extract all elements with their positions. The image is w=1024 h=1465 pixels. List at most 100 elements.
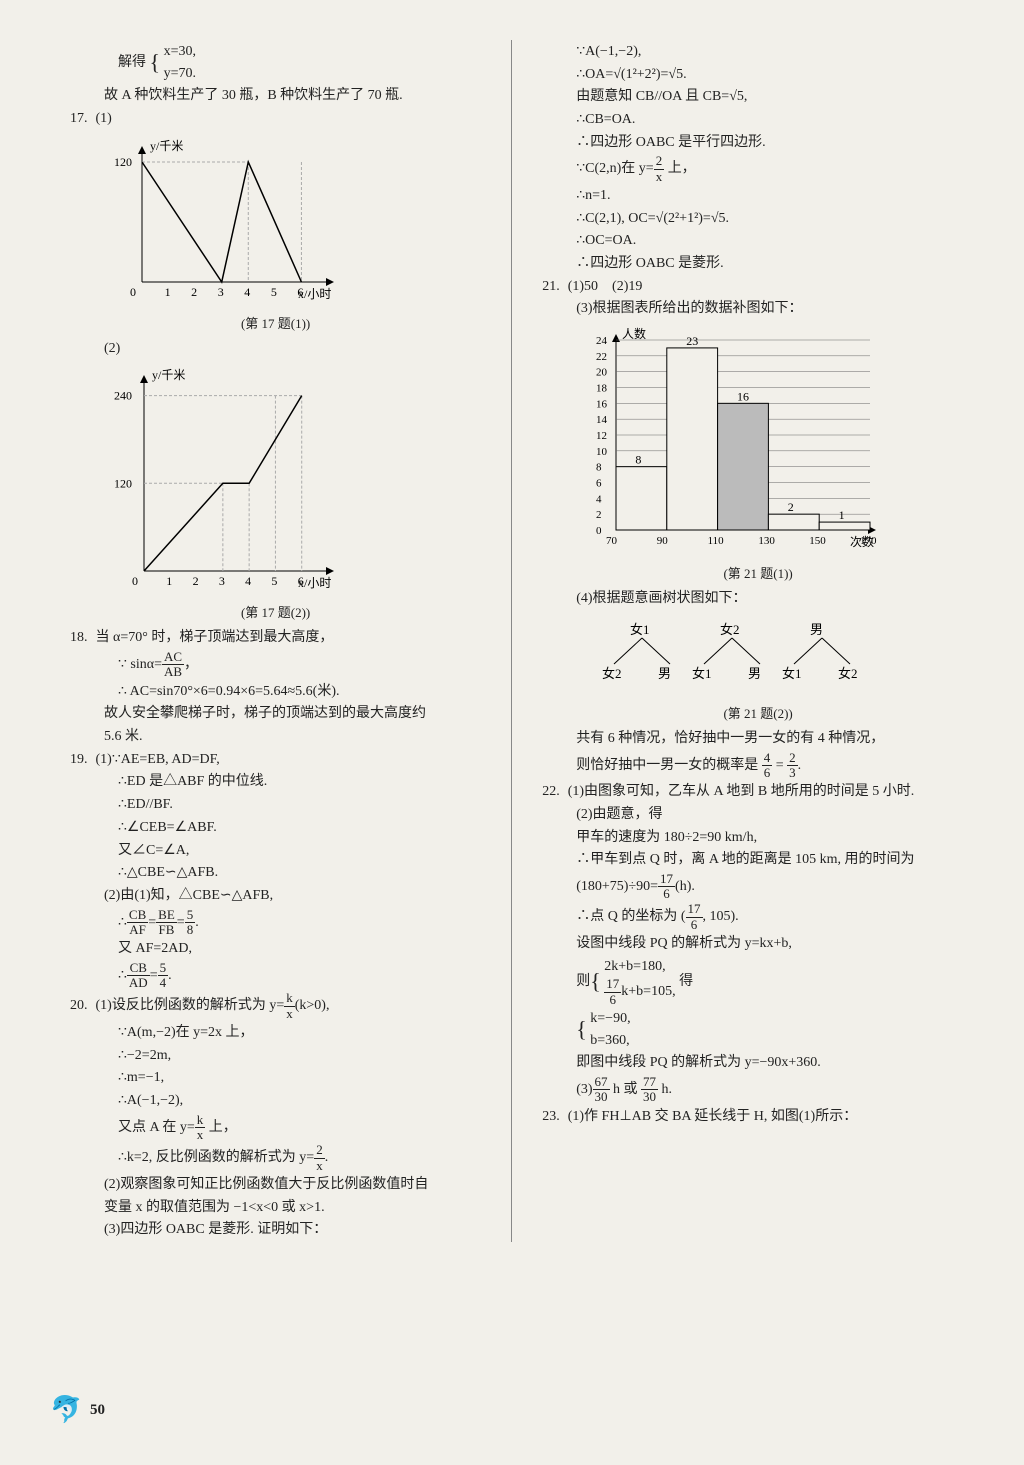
text-line: 5.6 米. [70,726,481,748]
q-number: 17. [70,108,92,130]
figure-caption: (第 17 题(2)) [70,602,481,621]
text: ∵C(2,n)在 y= [576,161,653,176]
text: = [772,758,787,773]
text: 得 [679,974,693,989]
text: . [195,915,199,930]
svg-text:8: 8 [596,462,602,474]
text: 上， [664,161,696,176]
text: ∴ [118,915,127,930]
svg-text:4: 4 [245,574,251,588]
fraction: 176 [658,872,675,902]
frac-d: FB [156,923,177,937]
frac-d: 6 [686,918,703,932]
frac-n: k [195,1113,206,1128]
sub-number: (1) [96,111,112,126]
text-line: 共有 6 种情况，恰好抽中一男一女的有 4 种情况， [542,728,974,750]
text-line: ∴CB=OA. [542,109,974,131]
page-number: 50 [90,1402,105,1419]
fraction: 2x [654,154,665,184]
q-number: 20. [70,995,92,1017]
svg-text:女2: 女2 [602,666,622,681]
text-line: 设图中线段 PQ 的解析式为 y=kx+b, [542,933,974,955]
text-line: (2)观察图象可知正比例函数值大于反比例函数值时自 [70,1174,481,1196]
chart-17-1: y/千米x/小时0123456120 [110,136,481,311]
text: (3) [576,1082,592,1097]
text-line: ∴ AC=sin70°×6=0.94×6=5.64≈5.6(米). [70,681,481,703]
eq: x=30, [164,41,196,63]
text-line: 变量 x 的取值范围为 −1<x<0 或 x>1. [70,1197,481,1219]
frac-d: 30 [641,1090,658,1104]
sub-number: (2) [70,338,481,360]
brace-icon: { [590,968,601,993]
frac-n: BE [156,908,177,923]
text: (1)50 (2)19 [568,279,643,294]
eq: y=70. [164,63,196,85]
svg-text:0: 0 [596,525,602,537]
svg-text:5: 5 [271,574,277,588]
eq: k=−90, [590,1008,630,1030]
svg-text:女2: 女2 [720,622,740,637]
frac-d: 8 [185,923,196,937]
frac-n: 2 [654,154,665,169]
q-line: 21. (1)50 (2)19 [542,276,974,298]
eq: 2k+b=180, [604,956,675,978]
text: (1)∵AE=EB, AD=DF, [96,752,220,767]
text-line: ∵A(m,−2)在 y=2x 上， [70,1022,481,1044]
svg-text:24: 24 [596,335,608,347]
frac-n: CB [127,961,150,976]
line-chart-svg: y/千米x/小时0123456120 [110,136,340,306]
text-line: (3)6730 h 或 7730 h. [542,1075,974,1105]
q-line: 17. (1) [70,108,481,130]
frac-n: 2 [314,1143,325,1158]
svg-text:1: 1 [165,285,171,299]
fraction: 58 [185,908,196,938]
frac-d: 30 [593,1090,610,1104]
frac-n: CB [127,908,148,923]
bar-chart-svg: 人数次数024681012141618202224709011013015017… [582,326,882,556]
figure-caption: (第 17 题(1)) [70,313,481,332]
fraction: CBAD [127,961,150,991]
system: x=30, y=70. [164,41,196,84]
text: 当 α=70° 时，梯子顶端达到最大高度， [96,630,334,645]
two-column-layout: 解得 { x=30, y=70. 故 A 种饮料生产了 30 瓶，B 种饮料生产… [0,40,1024,1242]
text-line: 故 A 种饮料生产了 30 瓶，B 种饮料生产了 70 瓶. [70,85,481,107]
text: ∴ [118,968,127,983]
q-number: 18. [70,627,92,649]
text: (1)设反比例函数的解析式为 y= [96,998,285,1013]
left-column: 解得 { x=30, y=70. 故 A 种饮料生产了 30 瓶，B 种饮料生产… [70,40,481,1242]
q-line: 22. (1)由图象可知，乙车从 A 地到 B 地所用的时间是 5 小时. [542,781,974,803]
text: h 或 [610,1082,642,1097]
svg-text:女2: 女2 [838,666,858,681]
frac-d: AB [162,665,184,679]
frac-d: AF [127,923,148,937]
text-line: ∴A(−1,−2), [70,1090,481,1112]
q-line: 18. 当 α=70° 时，梯子顶端达到最大高度， [70,627,481,649]
right-column: ∵A(−1,−2), ∴OA=√(1²+2²)=√5. 由题意知 CB//OA … [542,40,974,1242]
text-line: (2)由(1)知，△CBE∽△AFB, [70,885,481,907]
frac-d: 6 [762,766,773,780]
svg-text:男: 男 [748,666,761,681]
text: = [150,968,158,983]
svg-text:y/千米: y/千米 [150,139,183,153]
text: ∴k=2, 反比例函数的解析式为 y= [118,1150,314,1165]
svg-text:3: 3 [219,574,225,588]
tree-diagram-svg: 女1女2男女2女1男男女1女2 [582,616,882,696]
label: 则 [576,974,590,989]
text-line: 则{ 2k+b=180, 176k+b=105, 得 [542,956,974,1007]
svg-text:4: 4 [596,493,602,505]
svg-text:22: 22 [596,351,607,363]
frac-n: 17 [686,902,703,917]
text-line: 又 AF=2AD, [70,938,481,960]
text: 则恰好抽中一男一女的概率是 [576,758,762,773]
frac-d: 3 [787,766,798,780]
q-number: 22. [542,781,564,803]
svg-text:170: 170 [860,535,877,547]
svg-text:120: 120 [114,155,132,169]
frac-d: AD [127,976,150,990]
svg-text:14: 14 [596,414,608,426]
svg-text:12: 12 [596,430,607,442]
svg-text:18: 18 [596,383,608,395]
text-line: ∴ED//BF. [70,794,481,816]
frac-n: 17 [658,872,675,887]
text-line: 故人安全攀爬梯子时，梯子的顶端达到的最大高度约 [70,703,481,725]
